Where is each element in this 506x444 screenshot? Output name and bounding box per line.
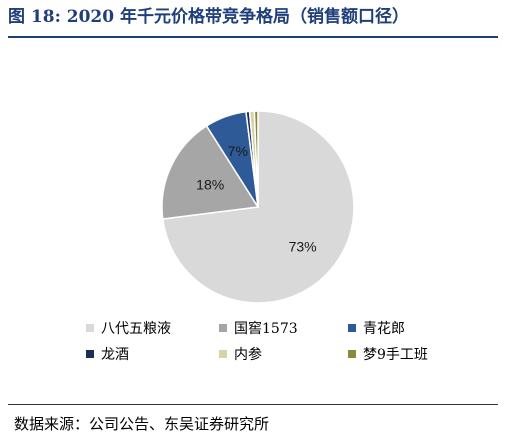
legend-swatch (348, 350, 356, 358)
slice-label-2: 18% (196, 177, 224, 193)
pie-chart: 73% 18% 7% (161, 110, 355, 304)
legend-item-6: 梦9手工班 (348, 344, 428, 364)
legend-label: 八代五粮液 (101, 321, 171, 337)
pie-labels: 73% 18% 7% (196, 143, 316, 254)
legend-label: 龙酒 (101, 347, 129, 363)
title-divider (8, 36, 498, 38)
slice-label-1: 73% (289, 238, 317, 254)
source-divider (8, 404, 498, 405)
legend-swatch (219, 350, 227, 358)
legend-item-4: 龙酒 (86, 344, 129, 364)
legend-item-1: 八代五粮液 (86, 318, 171, 338)
legend-swatch (86, 350, 94, 358)
legend-label: 梦9手工班 (363, 347, 428, 363)
legend-swatch (348, 324, 356, 332)
pie-slice-6 (253, 110, 259, 208)
pie-slice-2 (161, 124, 260, 220)
legend-item-5: 内参 (219, 344, 262, 364)
legend-item-2: 国窖1573 (219, 318, 298, 338)
legend-label: 青花郎 (363, 321, 405, 337)
legend-label: 内参 (234, 347, 262, 363)
pie-slices (161, 110, 355, 304)
legend-item-3: 青花郎 (348, 318, 405, 338)
chart-title: 图 18: 2020 年千元价格带竞争格局（销售额口径） (8, 7, 410, 27)
legend-swatch (219, 324, 227, 332)
legend-label: 国窖1573 (234, 321, 298, 337)
legend-swatch (86, 324, 94, 332)
source-note: 数据来源：公司公告、东吴证券研究所 (14, 415, 270, 433)
slice-label-3: 7% (228, 143, 248, 159)
